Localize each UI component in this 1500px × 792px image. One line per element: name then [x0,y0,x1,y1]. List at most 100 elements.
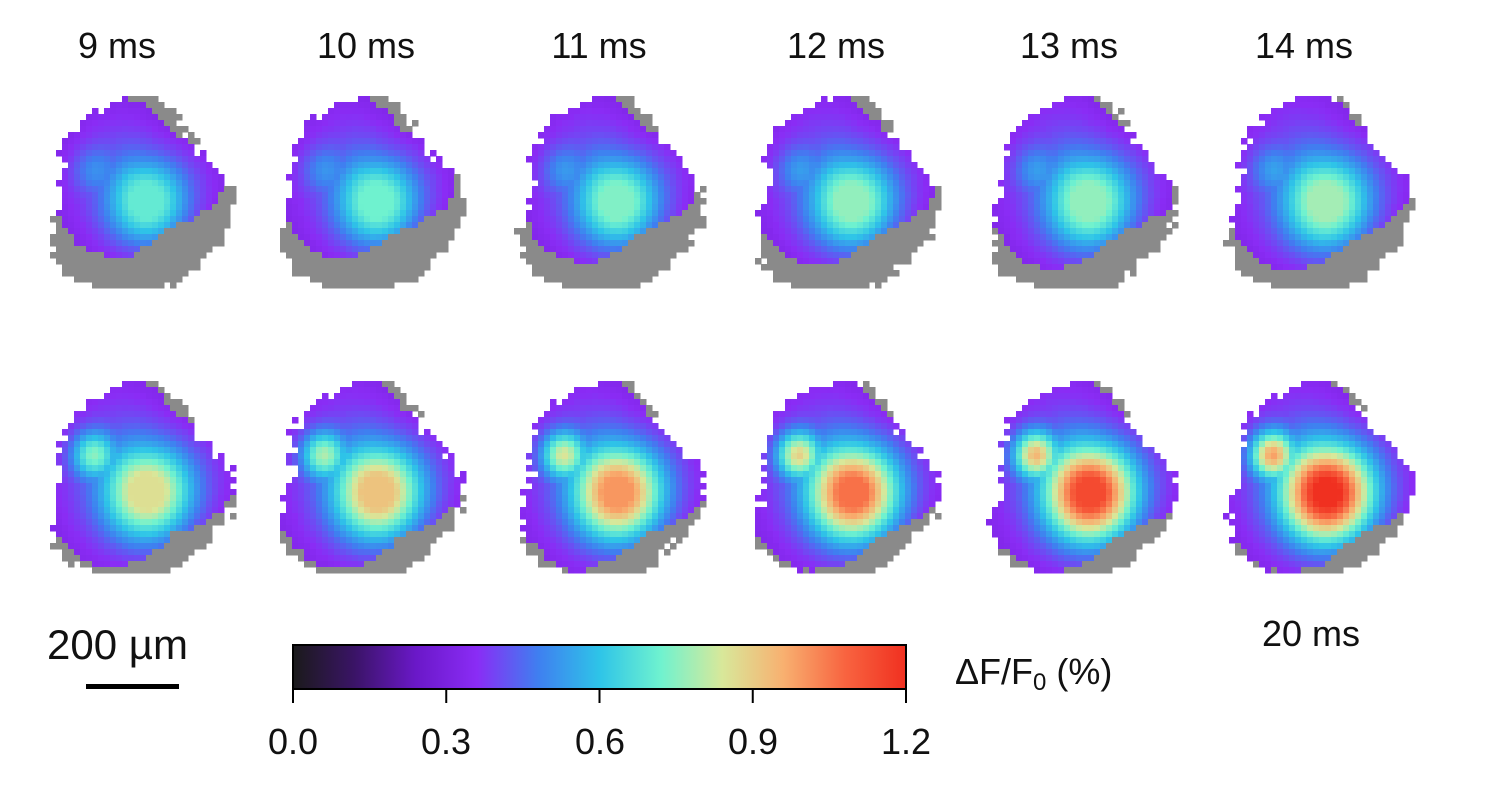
panel-pixel [779,192,786,199]
panel-pixel [68,270,75,277]
panel-pixel [1058,114,1065,121]
panel-pixel [430,210,437,217]
panel-pixel [586,126,593,133]
panel-pixel [604,246,611,253]
panel-pixel [158,453,165,460]
panel-pixel [785,264,792,271]
panel-pixel [556,174,563,181]
panel-pixel [616,138,623,145]
panel-pixel [116,132,123,139]
panel-pixel [134,387,141,394]
panel-pixel [1361,264,1368,271]
panel-pixel [388,108,395,115]
panel-pixel [182,507,189,514]
panel-pixel [1373,180,1380,187]
panel-pixel [62,477,69,484]
panel-pixel [574,150,581,157]
panel-pixel [791,258,798,265]
panel-pixel [382,162,389,169]
panel-pixel [1289,180,1296,187]
panel-pixel [917,216,924,223]
panel-pixel [1052,210,1059,217]
panel-pixel [1283,228,1290,235]
panel-pixel [364,204,371,211]
panel-pixel [322,138,329,145]
panel-pixel [224,489,231,496]
panel-pixel [74,198,81,205]
panel-pixel [1034,162,1041,169]
panel-pixel [1283,108,1290,115]
panel-pixel [544,198,551,205]
panel-pixel [122,495,129,502]
panel-pixel [1391,240,1398,247]
panel-pixel [664,264,671,271]
panel-pixel [538,222,545,229]
panel-pixel [1367,204,1374,211]
panel-pixel [454,174,461,181]
panel-pixel [821,180,828,187]
panel-pixel [424,186,431,193]
panel-pixel [316,246,323,253]
panel-pixel [767,210,774,217]
panel-pixel [1088,96,1095,103]
panel-pixel [74,192,81,199]
panel-pixel [604,216,611,223]
panel-pixel [370,150,377,157]
panel-pixel [586,222,593,229]
panel-pixel [1313,156,1320,163]
panel-pixel [116,507,123,514]
panel-pixel [1118,216,1125,223]
panel-pixel [857,174,864,181]
panel-pixel [797,120,804,127]
panel-pixel [1022,276,1029,283]
panel-pixel [382,264,389,271]
panel-pixel [128,477,135,484]
panel-pixel [821,162,828,169]
panel-pixel [1283,246,1290,253]
panel-pixel [550,234,557,241]
panel-pixel [1088,264,1095,271]
panel-pixel [1004,264,1011,271]
panel-pixel [1319,192,1326,199]
panel-pixel [562,150,569,157]
panel-pixel [1319,132,1326,139]
panel-pixel [128,174,135,181]
panel-pixel [1040,156,1047,163]
panel-pixel [140,465,147,472]
panel-pixel [1283,162,1290,169]
panel-pixel [382,126,389,133]
panel-pixel [863,126,870,133]
panel-pixel [803,138,810,145]
panel-pixel [152,192,159,199]
panel-pixel [80,246,87,253]
panel-pixel [1247,162,1254,169]
panel-pixel [206,453,213,460]
panel-pixel [586,282,593,289]
panel-pixel [110,393,117,400]
panel-pixel [1373,228,1380,235]
panel-pixel [56,246,63,253]
panel-pixel [881,150,888,157]
panel-pixel [1004,156,1011,163]
panel-pixel [86,162,93,169]
panel-pixel [887,252,894,259]
panel-pixel [188,441,195,448]
panel-pixel [1301,120,1308,127]
panel-pixel [412,186,419,193]
panel-pixel [1331,222,1338,229]
panel-pixel [152,453,159,460]
panel-pixel [104,399,111,406]
panel-pixel [92,519,99,526]
panel-pixel [1082,210,1089,217]
panel-pixel [104,246,111,253]
panel-pixel [206,483,213,490]
panel-pixel [1022,192,1029,199]
panel-pixel [622,276,629,283]
panel-pixel [110,198,117,205]
panel-pixel [1082,108,1089,115]
panel-pixel [98,144,105,151]
panel-pixel [1124,258,1131,265]
panel-pixel [1331,108,1338,115]
panel-pixel [1118,246,1125,253]
panel-pixel [376,186,383,193]
